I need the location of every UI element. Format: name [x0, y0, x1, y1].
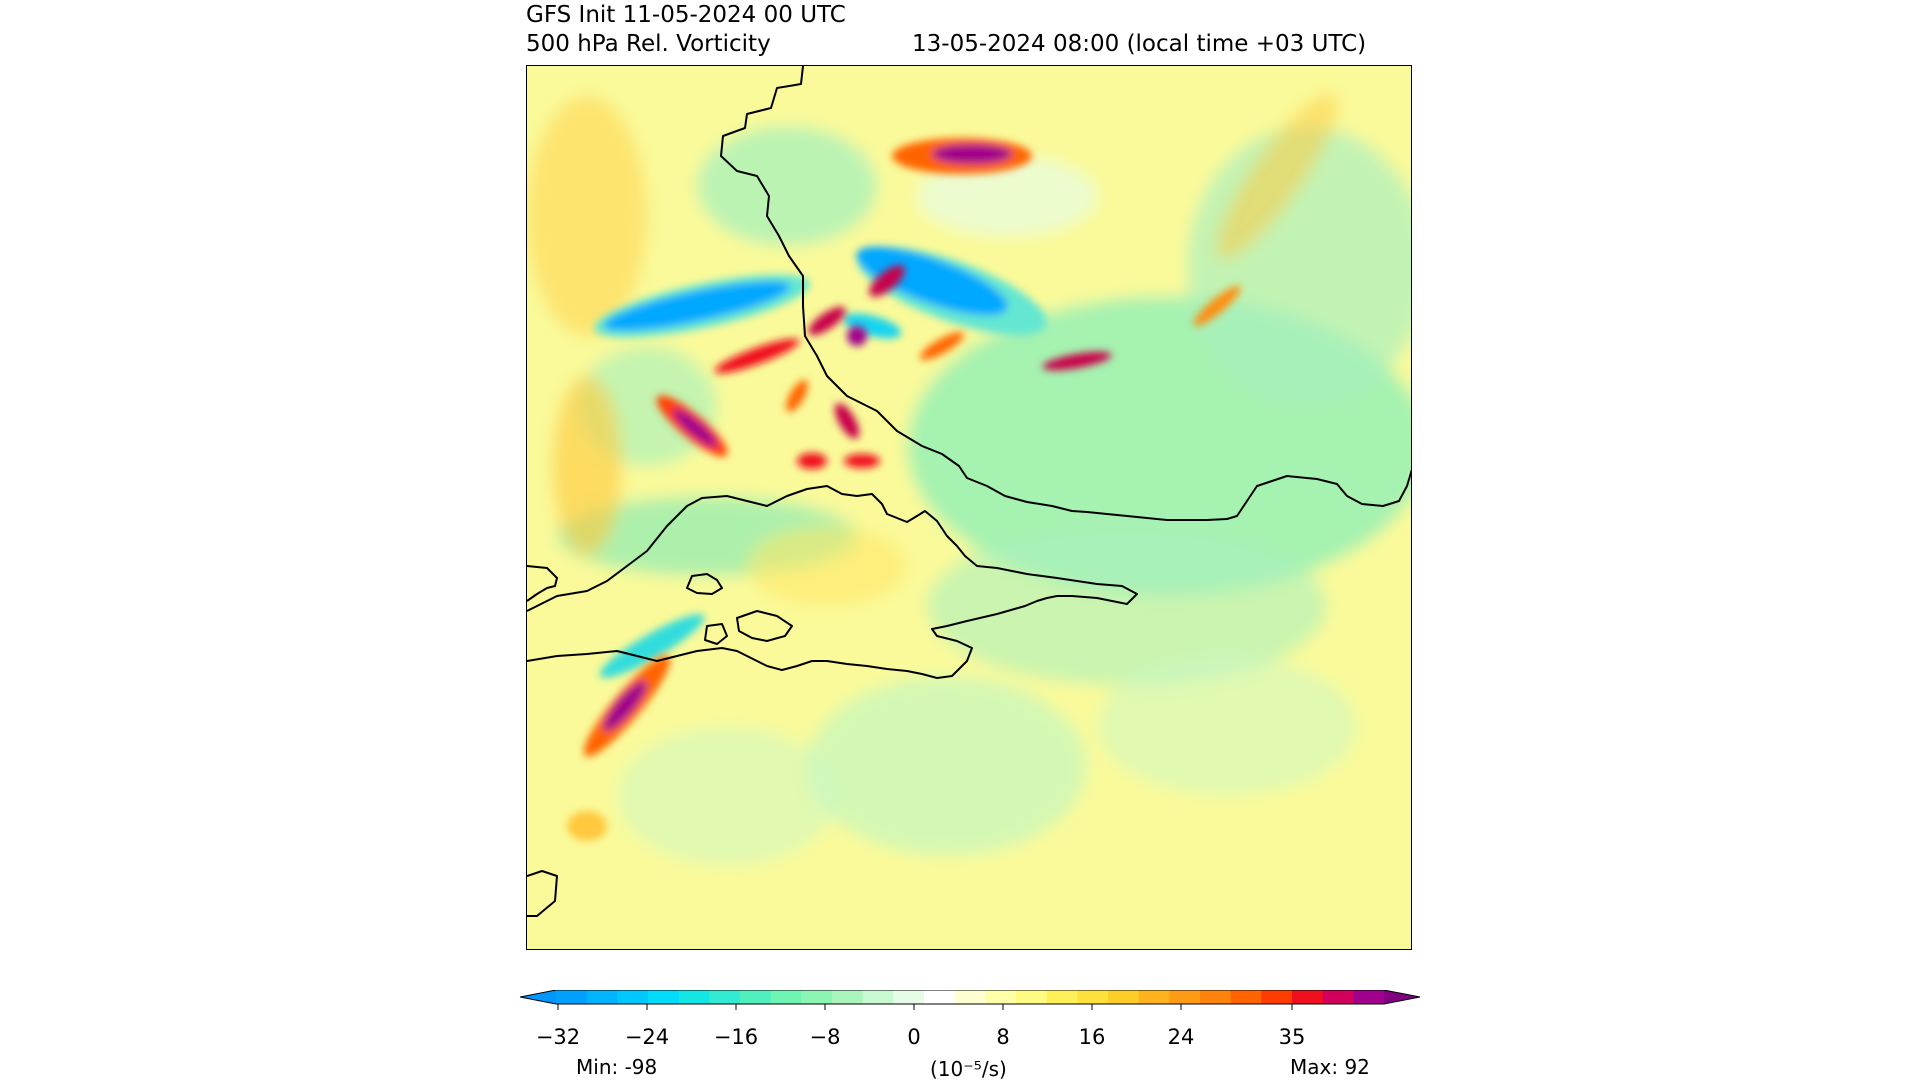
colorbar-tick-label: −32: [535, 1025, 581, 1049]
title-valid-time: 13-05-2024 08:00 (local time +03 UTC): [912, 31, 1367, 57]
background-patches: [527, 66, 1411, 949]
colorbar-segment: [770, 990, 802, 1004]
colorbar-tick-label: −24: [624, 1025, 670, 1049]
colorbar-segment: [954, 990, 986, 1004]
colorbar-segment: [832, 990, 864, 1004]
colorbar-tick-label: 16: [1078, 1025, 1106, 1049]
positive-vorticity-streaks: [567, 138, 1241, 841]
colorbar-segment: [586, 990, 618, 1004]
colorbar: [520, 990, 1420, 1010]
colorbar-segment: [709, 990, 741, 1004]
colorbar-under-arrow: [520, 990, 556, 1004]
colorbar-segment: [924, 990, 956, 1004]
colorbar-segment: [617, 990, 649, 1004]
colorbar-tick-label: 24: [1167, 1025, 1195, 1049]
colorbar-segment: [1261, 990, 1293, 1004]
vorticity-field: [527, 66, 1411, 949]
colorbar-tick-label: 0: [907, 1025, 921, 1049]
colorbar-segment: [648, 990, 680, 1004]
colorbar-segment: [1138, 990, 1170, 1004]
units-label: (10⁻⁵/s): [930, 1057, 1007, 1081]
colorbar-segment: [1200, 990, 1232, 1004]
max-value-label: Max: 92: [1290, 1055, 1370, 1079]
colorbar-segment: [1016, 990, 1048, 1004]
coastlines: [527, 66, 1411, 917]
colorbar-segment: [678, 990, 710, 1004]
colorbar-segment: [862, 990, 894, 1004]
colorbar-segment: [1108, 990, 1140, 1004]
colorbar-segment: [1292, 990, 1324, 1004]
colorbar-segment: [1353, 990, 1385, 1004]
title-model-init: GFS Init 11-05-2024 00 UTC: [526, 2, 846, 28]
colorbar-segment: [740, 990, 772, 1004]
colorbar-tick-label: −16: [713, 1025, 759, 1049]
min-value-label: Min: -98: [576, 1055, 658, 1079]
colorbar-segment: [1077, 990, 1109, 1004]
negative-vorticity-bands: [594, 246, 1047, 678]
title-variable: 500 hPa Rel. Vorticity: [526, 31, 771, 57]
colorbar-over-arrow: [1384, 990, 1420, 1004]
colorbar-segment: [556, 990, 588, 1004]
colorbar-segment: [1169, 990, 1201, 1004]
colorbar-segment: [1046, 990, 1078, 1004]
vorticity-map: [526, 65, 1412, 950]
colorbar-tick-label: 8: [996, 1025, 1010, 1049]
colorbar-tick-label: −8: [809, 1025, 841, 1049]
colorbar-tick-label: 35: [1278, 1025, 1306, 1049]
colorbar-segment: [985, 990, 1017, 1004]
colorbar-segment: [1230, 990, 1262, 1004]
colorbar-segment: [893, 990, 925, 1004]
colorbar-segment: [1322, 990, 1354, 1004]
colorbar-segment: [801, 990, 833, 1004]
